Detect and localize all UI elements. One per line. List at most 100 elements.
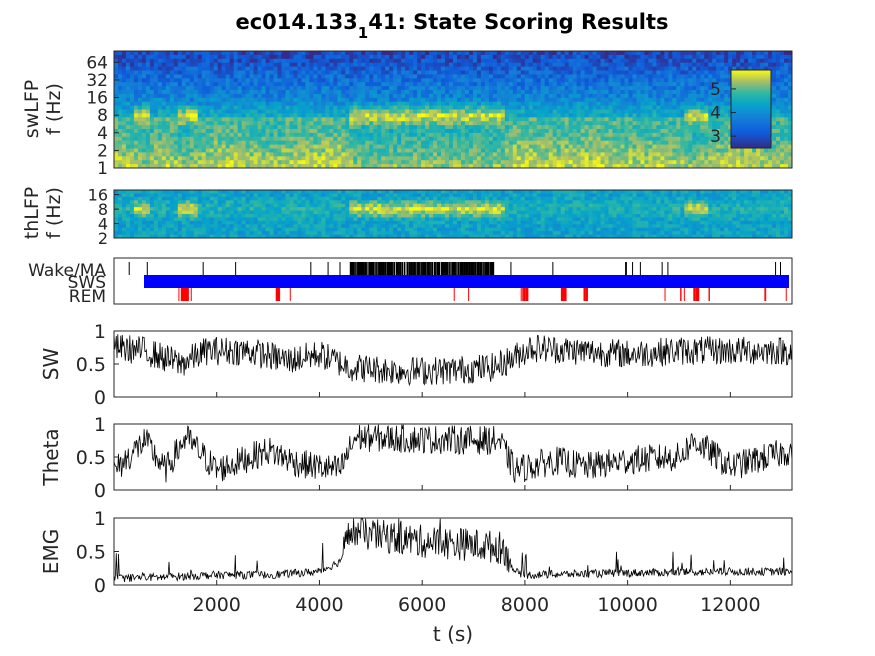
spectrogram-cell — [285, 117, 291, 122]
spectrogram-cell — [468, 129, 474, 134]
spectrogram-cell — [596, 93, 602, 99]
spectrogram-cell — [429, 140, 434, 146]
spectrogram-cell — [552, 132, 558, 138]
spectrogram-cell — [712, 140, 717, 146]
spectrogram-cell — [608, 90, 614, 95]
spectrogram-cell — [768, 148, 773, 153]
spectrogram-cell — [237, 140, 243, 146]
spectrogram-cell — [389, 105, 394, 111]
spectrogram-cell — [684, 74, 689, 79]
spectrogram-cell — [189, 90, 195, 95]
spectrogram-cell — [724, 105, 729, 111]
spectrogram-cell — [453, 97, 458, 103]
spectrogram-cell — [301, 140, 307, 146]
spectrogram-cell — [560, 78, 566, 83]
spectrogram-cell — [297, 125, 303, 130]
spectrogram-cell — [441, 109, 446, 114]
spectrogram-cell — [656, 78, 661, 83]
spectrogram-cell — [720, 82, 725, 87]
spectrogram-cell — [245, 70, 251, 75]
spectrogram-cell — [169, 105, 175, 111]
spectrogram-cell — [508, 62, 514, 68]
spectrogram-cell — [548, 129, 554, 134]
spectrogram-cell — [385, 121, 390, 126]
spectrogram-cell — [321, 105, 326, 111]
spectrogram-cell — [660, 62, 665, 68]
spectrogram-cell — [341, 86, 346, 91]
spectrogram-cell — [672, 156, 677, 161]
spectrogram-cell — [397, 101, 402, 107]
spectrogram-cell — [173, 136, 179, 142]
spectrogram-cell — [484, 109, 490, 114]
spectrogram-cell — [624, 156, 630, 161]
spectrogram-cell — [357, 144, 362, 150]
spectrogram-cell — [417, 113, 422, 118]
spectrogram-cell — [520, 51, 526, 56]
spectrogram-cell — [137, 121, 143, 126]
spectrogram-cell — [121, 101, 127, 107]
spectrogram-cell — [588, 74, 594, 79]
spectrogram-cell — [361, 136, 366, 142]
spectrogram-cell — [285, 82, 291, 87]
spectrogram-cell — [596, 90, 602, 95]
spectrogram-cell — [532, 82, 538, 87]
spectrogram-cell — [437, 62, 442, 68]
spectrogram-cell — [337, 160, 342, 165]
spectrogram-cell — [580, 113, 586, 118]
spectrogram-cell — [500, 121, 506, 126]
spectrogram-cell — [321, 70, 326, 75]
spectrogram-cell — [560, 156, 566, 161]
spectrogram-cell — [389, 164, 394, 168]
spectrogram-cell — [708, 66, 713, 72]
spectrogram-cell — [576, 78, 582, 83]
spectrogram-cell — [600, 136, 606, 142]
spectrogram-cell — [672, 144, 677, 150]
spectrogram-cell — [664, 125, 669, 130]
spectrogram-cell — [257, 93, 263, 99]
spectrogram-cell — [253, 121, 259, 126]
spectrogram-cell — [265, 164, 271, 168]
spectrogram-cell — [325, 132, 330, 138]
spectrogram-cell — [692, 152, 697, 157]
spectrogram-cell — [688, 117, 693, 122]
spectrogram-cell — [133, 54, 139, 60]
spectrogram-cell — [245, 129, 251, 134]
spectrogram-cell — [441, 93, 446, 99]
spectrogram-cell — [556, 152, 562, 157]
spectrogram-cell — [604, 82, 610, 87]
spectrogram-cell — [568, 70, 574, 75]
spectrogram-cell — [716, 86, 721, 91]
spectrogram-cell — [213, 140, 219, 146]
spectrogram-cell — [161, 51, 167, 56]
spectrogram-cell — [708, 78, 713, 83]
spectrogram-cell — [129, 140, 135, 146]
spectrogram-cell — [568, 125, 574, 130]
spectrogram-cell — [197, 148, 203, 153]
spectrogram-cell — [145, 125, 151, 130]
spectrogram-cell — [620, 54, 626, 60]
spectrogram-cell — [512, 125, 518, 130]
spectrogram-cell — [257, 156, 263, 161]
spectrogram-cell — [476, 109, 482, 114]
spectrogram-cell — [560, 164, 566, 168]
spectrogram-cell — [484, 121, 490, 126]
spectrogram-cell — [297, 148, 303, 153]
spectrogram-cell — [604, 121, 610, 126]
spectrogram-cell — [293, 66, 299, 72]
spectrogram-cell — [137, 101, 143, 107]
spectrogram-cell — [604, 54, 610, 60]
spectrogram-cell — [672, 62, 677, 68]
spectrogram-cell — [405, 90, 410, 95]
spectrogram-cell — [329, 140, 334, 146]
spectrogram-cell — [616, 54, 622, 60]
spectrogram-cell — [325, 144, 330, 150]
spectrogram-cell — [476, 70, 482, 75]
spectrogram-cell — [468, 117, 474, 122]
spectrogram-cell — [129, 58, 135, 64]
spectrogram-cell — [421, 97, 426, 103]
spectrogram-cell — [744, 160, 749, 165]
spectrogram-cell — [460, 90, 466, 95]
spectrogram-cell — [329, 51, 334, 56]
spectrogram-cell — [161, 164, 167, 168]
spectrogram-cell — [520, 121, 526, 126]
